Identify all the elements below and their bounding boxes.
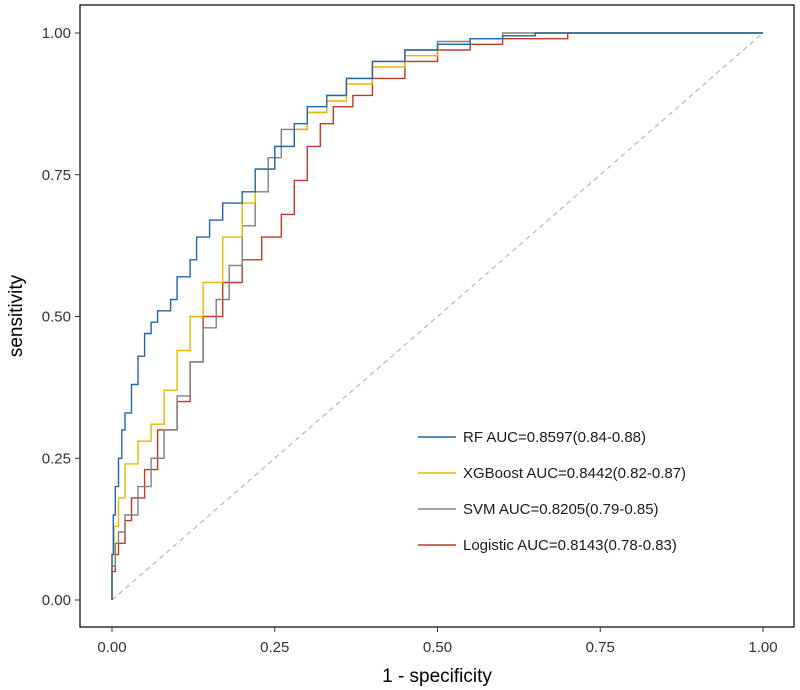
legend: RF AUC=0.8597(0.84-0.88) XGBoost AUC=0.84… bbox=[418, 429, 686, 554]
x-tick-label: 0.25 bbox=[260, 639, 289, 656]
roc-curve-0 bbox=[111, 32, 763, 600]
legend-label-2: SVM AUC=0.8205(0.79-0.85) bbox=[463, 501, 659, 518]
y-tick-label: 0.50 bbox=[42, 309, 71, 326]
x-tick-label: 0.50 bbox=[423, 639, 452, 656]
y-tick-label: 0.25 bbox=[42, 450, 71, 467]
legend-label-0: RF AUC=0.8597(0.84-0.88) bbox=[463, 429, 646, 446]
x-axis-title: 1 - specificity bbox=[382, 666, 492, 687]
x-tick-label: 1.00 bbox=[748, 639, 777, 656]
series-layer bbox=[111, 32, 763, 600]
y-axis-title: sensitivity bbox=[6, 274, 27, 357]
legend-label-1: XGBoost AUC=0.8442(0.82-0.87) bbox=[463, 465, 686, 482]
y-tick-label: 0.00 bbox=[42, 592, 71, 609]
axis-layer: 0.00 0.25 0.50 0.75 1.00 0.00 0.25 0.50 0.75 1.00 bbox=[42, 25, 778, 656]
legend-label-3: Logistic AUC=0.8143(0.78-0.83) bbox=[463, 537, 677, 554]
x-tick-label: 0.75 bbox=[586, 639, 615, 656]
y-tick-label: 0.75 bbox=[42, 167, 71, 184]
x-tick-label: 0.00 bbox=[97, 639, 126, 656]
y-tick-label: 1.00 bbox=[42, 25, 71, 42]
